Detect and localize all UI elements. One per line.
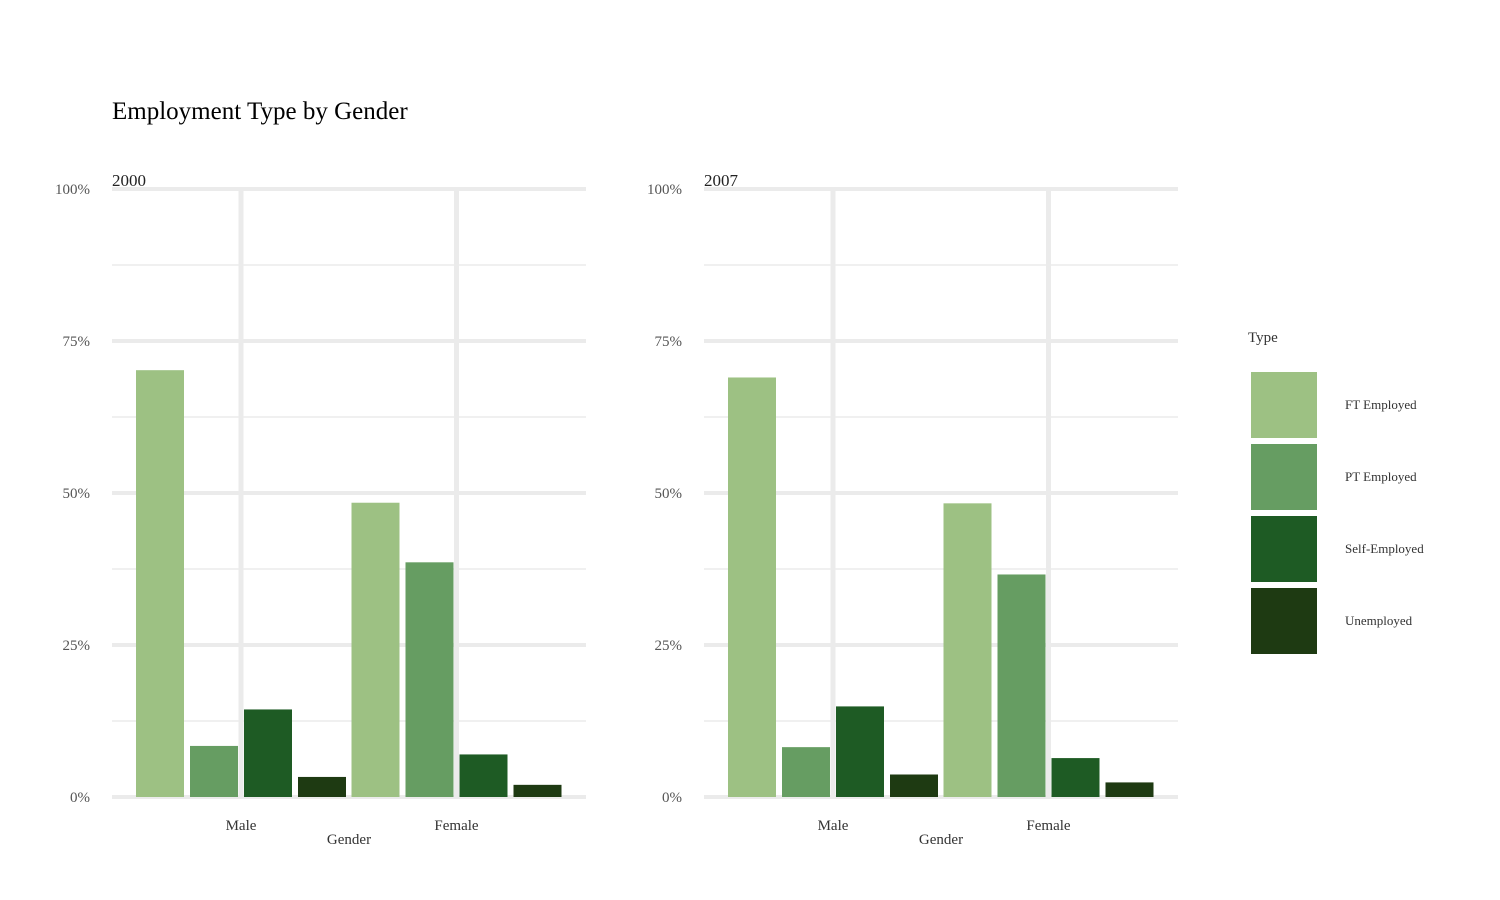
legend-label-self-employed: Self-Employed <box>1345 541 1424 556</box>
bar-female-self-employed <box>1051 758 1100 797</box>
x-tick-label-female: Female <box>1026 818 1070 834</box>
y-tick-label: 100% <box>55 182 90 198</box>
legend-label-unemployed: Unemployed <box>1345 613 1413 628</box>
legend-label-pt-employed: PT Employed <box>1345 469 1417 484</box>
panel-2000: 0% 25% 50% 75% 100% 2000 Male Female Gender <box>55 171 586 848</box>
bar-male-self-employed <box>244 709 292 797</box>
y-tick-label: 50% <box>655 486 683 502</box>
panel-2007: 0% 25% 50% 75% 100% 2007 Male Female Gender <box>647 171 1178 848</box>
bar-female-pt-employed <box>997 574 1046 797</box>
x-tick-label-female: Female <box>434 818 478 834</box>
x-tick-label-male: Male <box>226 818 257 834</box>
bar-female-pt-employed <box>405 562 454 797</box>
chart-title: Employment Type by Gender <box>112 98 408 125</box>
bar-female-unemployed <box>513 784 562 797</box>
legend: Type FT Employed PT Employed Self-Employed… <box>1248 330 1424 654</box>
bar-female-ft-employed <box>943 503 992 797</box>
x-axis-label: Gender <box>919 832 963 848</box>
bar-male-ft-employed <box>136 370 184 797</box>
y-tick-label: 100% <box>647 182 682 198</box>
y-tick-label: 0% <box>70 790 90 806</box>
legend-label-ft-employed: FT Employed <box>1345 397 1417 412</box>
legend-title: Type <box>1248 330 1278 346</box>
bar-female-ft-employed <box>351 502 400 797</box>
bar-male-ft-employed <box>728 377 776 797</box>
legend-key-ft-employed <box>1251 372 1317 438</box>
bar-male-self-employed <box>836 706 884 797</box>
legend-key-pt-employed <box>1251 444 1317 510</box>
x-axis-label: Gender <box>327 832 371 848</box>
bar-female-unemployed <box>1105 782 1154 797</box>
bar-female-self-employed <box>459 754 508 797</box>
y-tick-label: 25% <box>655 638 683 654</box>
bar-male-unemployed <box>890 774 938 797</box>
legend-key-unemployed <box>1251 588 1317 654</box>
bar-male-unemployed <box>298 776 346 797</box>
bar-male-pt-employed <box>782 747 830 797</box>
panel-title: 2000 <box>112 171 146 190</box>
y-tick-label: 75% <box>655 334 683 350</box>
y-tick-label: 0% <box>662 790 682 806</box>
y-tick-label: 50% <box>63 486 91 502</box>
panel-title: 2007 <box>704 171 739 190</box>
y-tick-label: 25% <box>63 638 91 654</box>
x-tick-label-male: Male <box>818 818 849 834</box>
bar-male-pt-employed <box>190 745 238 797</box>
legend-key-self-employed <box>1251 516 1317 582</box>
y-tick-label: 75% <box>63 334 91 350</box>
